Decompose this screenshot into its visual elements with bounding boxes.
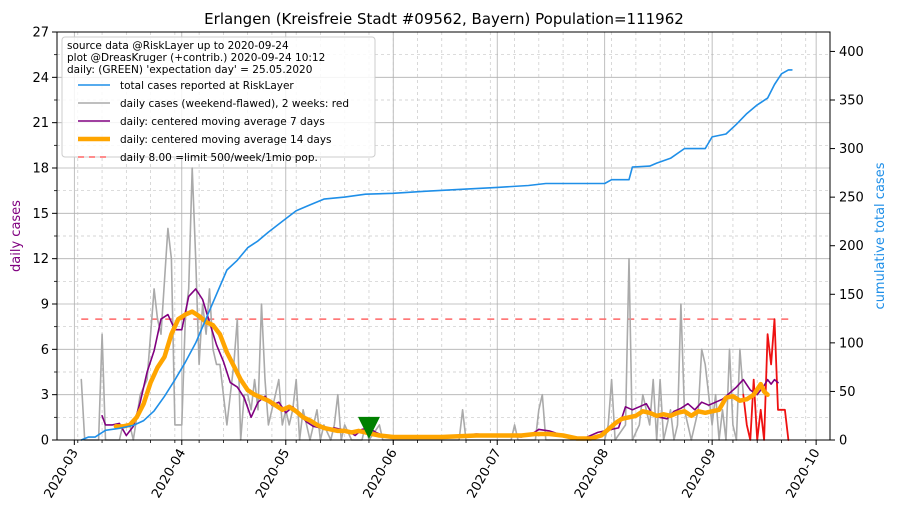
y-tick-label-left: 15 [32, 207, 49, 222]
legend-label: total cases reported at RiskLayer [120, 80, 294, 92]
x-tick-label: 2020-07 [465, 447, 505, 502]
x-tick-label: 2020-08 [572, 447, 612, 502]
y-tick-label-right: 200 [839, 239, 864, 254]
expectation-day-marker-layer [357, 416, 380, 439]
legend-label: daily 8.00 =limit 500/week/1mio pop. [120, 152, 318, 164]
series-total-cases [80, 69, 793, 441]
y-tick-label-left: 18 [32, 162, 49, 177]
y-tick-label-left: 27 [32, 26, 49, 41]
y-tick-label-right: 400 [839, 45, 864, 60]
x-tick-label: 2020-06 [361, 447, 401, 502]
y-axis-label-left: daily cases [9, 200, 24, 272]
y-tick-label-right: 250 [839, 191, 864, 206]
y-tick-label-right: 100 [839, 336, 864, 351]
legend-box [61, 36, 376, 158]
y-tick-label-right: 350 [839, 94, 864, 109]
x-tick-label: 2020-09 [679, 447, 719, 502]
y-tick-label-right: 50 [839, 385, 856, 400]
legend-header-line: plot @DreasKruger (+contrib.) 2020-09-24… [67, 52, 325, 64]
x-tick-label: 2020-04 [149, 447, 189, 502]
x-tick-label: 2020-05 [253, 447, 293, 502]
legend-header-line: source data @RiskLayer up to 2020-09-24 [67, 40, 289, 52]
y-tick-label-left: 0 [41, 434, 49, 449]
y-tick-label-left: 21 [32, 116, 49, 131]
series-moving-average-14 [113, 309, 770, 441]
legend-header-line: daily: (GREEN) 'expectation day' = 25.05… [67, 64, 312, 76]
chart-title: Erlangen (Kreisfreie Stadt #09562, Bayer… [204, 10, 684, 28]
expectation-day-marker [357, 416, 380, 439]
legend: source data @RiskLayer up to 2020-09-24p… [61, 36, 376, 164]
y-tick-label-left: 12 [32, 252, 49, 267]
y-tick-label-right: 300 [839, 142, 864, 157]
x-tick-label: 2020-10 [783, 447, 823, 502]
y-tick-label-left: 6 [41, 343, 49, 358]
legend-label: daily: centered moving average 14 days [120, 134, 332, 146]
series-daily-cases-recent [742, 318, 790, 441]
y-tick-label-left: 9 [41, 298, 49, 313]
y-tick-label-left: 24 [32, 71, 49, 86]
y-tick-label-left: 3 [41, 388, 49, 403]
legend-label: daily cases (weekend-flawed), 2 weeks: r… [120, 98, 349, 110]
y-tick-label-right: 0 [839, 434, 847, 449]
x-tick-label: 2020-03 [42, 447, 82, 502]
legend-label: daily: centered moving average 7 days [120, 116, 325, 128]
y-axis-label-right: cumulative total cases [873, 162, 888, 309]
y-tick-label-right: 150 [839, 288, 864, 303]
